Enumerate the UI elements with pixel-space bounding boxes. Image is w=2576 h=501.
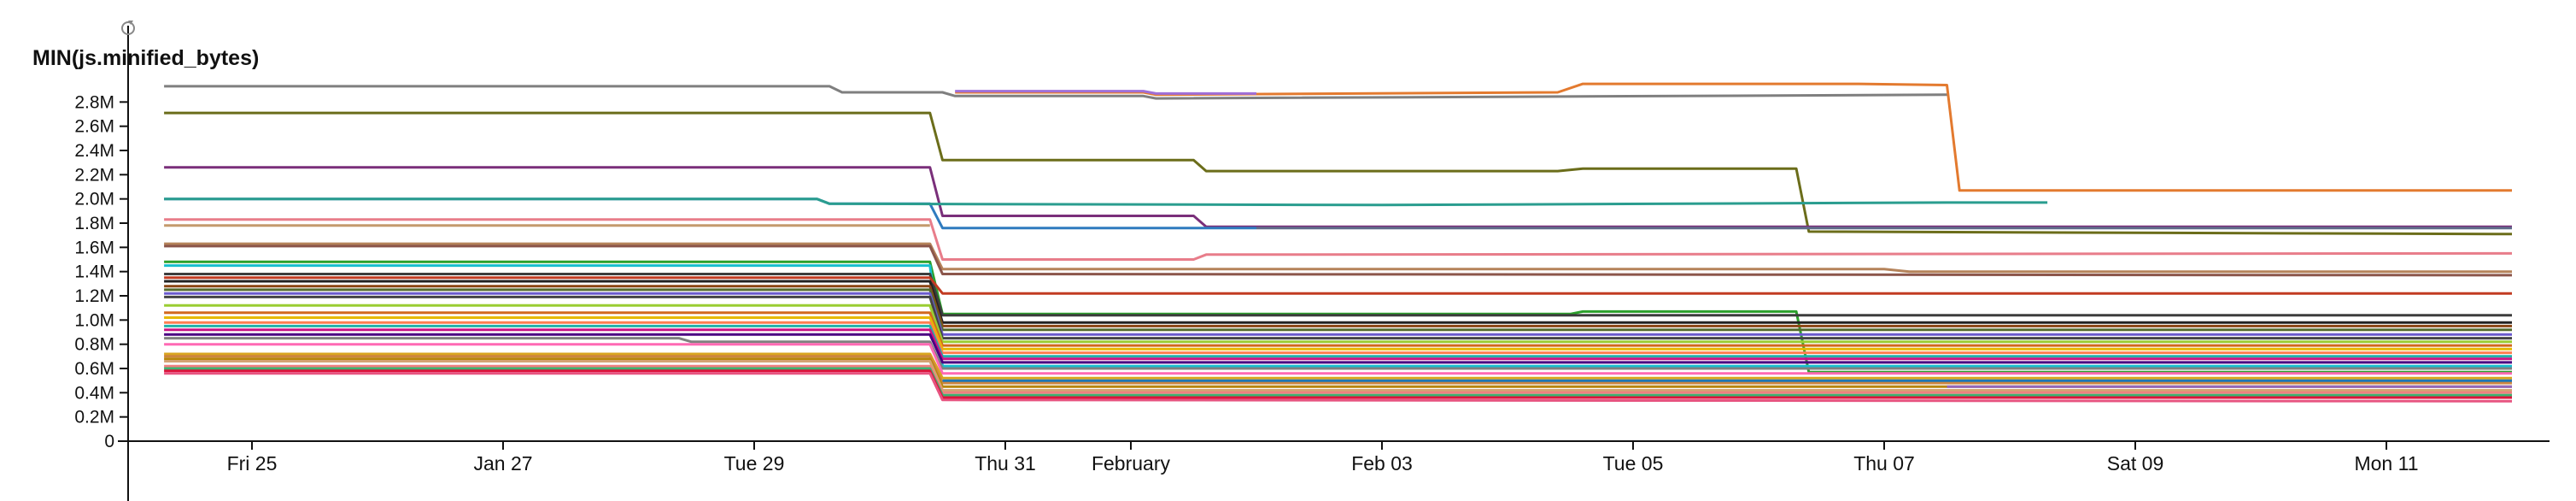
series-line-15[interactable] xyxy=(164,273,2512,317)
series-line-2[interactable] xyxy=(955,82,2512,192)
series-line-4[interactable] xyxy=(164,111,2513,236)
series-line-24[interactable] xyxy=(164,316,2512,351)
series-line-16[interactable] xyxy=(164,276,2512,295)
y-tick-label: 0.6M xyxy=(74,359,114,379)
y-tick-label: 0.4M xyxy=(74,383,114,403)
series-line-3[interactable] xyxy=(955,90,1256,95)
y-tick-label: 1.0M xyxy=(74,310,114,330)
series-line-34[interactable] xyxy=(164,360,2512,392)
x-tick-label: Thu 31 xyxy=(975,452,1036,474)
reset-zoom-icon[interactable] xyxy=(121,21,135,35)
y-tick-label: 1.2M xyxy=(74,286,114,306)
x-tick-label: February xyxy=(1092,452,1171,474)
x-tick-label: Mon 11 xyxy=(2354,452,2418,474)
y-tick-label: 0 xyxy=(104,432,114,451)
series-line-5[interactable] xyxy=(164,166,2512,228)
x-tick-label: Jan 27 xyxy=(473,452,532,474)
y-axis-ticks: 0 0.2M 0.4M 0.6M 0.8M 1.0M 1.2M 1.4M 1.6M 1.8M 2.0… xyxy=(74,92,128,451)
y-tick-label: 2.6M xyxy=(74,117,114,137)
series-line-1[interactable] xyxy=(164,85,1947,100)
y-tick-label: 2.0M xyxy=(74,190,114,209)
series-line-29[interactable] xyxy=(164,337,2512,370)
x-tick-label: Thu 07 xyxy=(1853,452,1915,474)
series-line-9[interactable] xyxy=(164,218,2513,261)
x-tick-label: Feb 03 xyxy=(1351,452,1413,474)
y-tick-label: 2.8M xyxy=(74,92,114,112)
series-line-22[interactable] xyxy=(164,304,2512,344)
y-tick-label: 1.6M xyxy=(74,238,114,257)
y-tick-label: 0.2M xyxy=(74,408,114,427)
y-tick-label: 2.4M xyxy=(74,141,114,161)
series-line-27[interactable] xyxy=(164,328,2512,361)
series-line-28[interactable] xyxy=(164,333,2512,364)
series-line-21[interactable] xyxy=(164,295,2512,340)
series-line-38[interactable] xyxy=(164,372,2513,403)
y-tick-label: 1.4M xyxy=(74,262,114,282)
x-tick-label: Tue 29 xyxy=(724,452,785,474)
series-layer xyxy=(164,82,2513,403)
y-tick-label: 2.2M xyxy=(74,165,114,185)
x-axis-ticks: Fri 25 Jan 27 Tue 29 Thu 31 February Feb 03 Tu… xyxy=(227,441,2419,474)
x-tick-label: Fri 25 xyxy=(227,452,278,474)
series-line-31[interactable] xyxy=(164,352,2512,380)
series-line-7[interactable] xyxy=(164,197,2048,207)
series-line-30[interactable] xyxy=(164,343,2512,375)
x-tick-label: Sat 09 xyxy=(2107,452,2164,474)
series-line-11[interactable] xyxy=(164,242,2512,274)
y-tick-label: 1.8M xyxy=(74,214,114,233)
series-line-23[interactable] xyxy=(164,311,2512,347)
y-tick-label: 0.8M xyxy=(74,335,114,355)
series-line-12[interactable] xyxy=(164,245,2513,277)
y-axis-label: MIN(js.minified_bytes) xyxy=(32,46,259,70)
x-tick-label: Tue 05 xyxy=(1603,452,1664,474)
chart-axes xyxy=(118,26,2550,501)
series-line-25[interactable] xyxy=(164,321,2512,355)
